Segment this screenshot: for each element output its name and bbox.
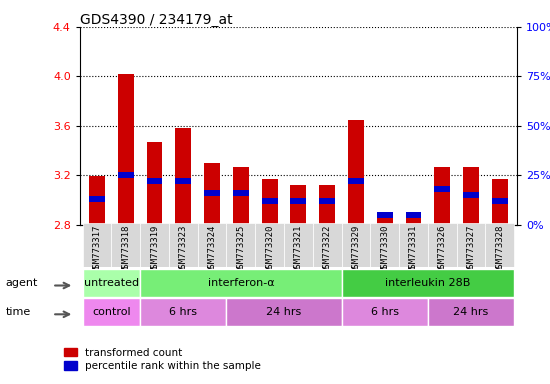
Bar bbox=[290, 198, 306, 204]
Text: 6 hrs: 6 hrs bbox=[169, 307, 197, 317]
Text: interferon-α: interferon-α bbox=[207, 278, 274, 288]
Bar bbox=[147, 142, 162, 225]
Text: GSM773321: GSM773321 bbox=[294, 225, 303, 273]
Bar bbox=[89, 196, 105, 202]
Bar bbox=[342, 270, 514, 297]
Bar bbox=[348, 178, 364, 184]
Bar bbox=[82, 270, 140, 297]
Legend: transformed count, percentile rank within the sample: transformed count, percentile rank withi… bbox=[60, 344, 265, 375]
Text: GSM773329: GSM773329 bbox=[351, 225, 360, 273]
Bar bbox=[434, 167, 450, 225]
Bar bbox=[175, 128, 191, 225]
Bar bbox=[428, 298, 514, 326]
Bar bbox=[89, 176, 105, 225]
Bar bbox=[233, 190, 249, 196]
Bar bbox=[112, 223, 140, 267]
Text: untreated: untreated bbox=[84, 278, 139, 288]
Text: 24 hrs: 24 hrs bbox=[453, 307, 488, 317]
Bar bbox=[284, 223, 313, 267]
Bar bbox=[290, 185, 306, 225]
Bar bbox=[169, 223, 197, 267]
Bar bbox=[262, 198, 278, 204]
Bar bbox=[342, 223, 370, 267]
Bar bbox=[313, 223, 342, 267]
Text: GSM773317: GSM773317 bbox=[92, 225, 102, 273]
Text: GSM773318: GSM773318 bbox=[122, 225, 130, 273]
Bar bbox=[485, 223, 514, 267]
Bar bbox=[82, 298, 140, 326]
Bar bbox=[140, 270, 342, 297]
Bar bbox=[428, 223, 456, 267]
Text: GSM773319: GSM773319 bbox=[150, 225, 159, 273]
Bar bbox=[227, 298, 342, 326]
Bar bbox=[463, 167, 479, 225]
Text: control: control bbox=[92, 307, 131, 317]
Text: GSM773328: GSM773328 bbox=[495, 225, 504, 273]
Bar bbox=[319, 198, 335, 204]
Bar bbox=[319, 185, 335, 225]
Bar bbox=[118, 74, 134, 225]
Text: agent: agent bbox=[6, 278, 38, 288]
Bar bbox=[175, 178, 191, 184]
Bar bbox=[463, 192, 479, 198]
Bar bbox=[82, 223, 112, 267]
Bar bbox=[492, 198, 508, 204]
Bar bbox=[434, 186, 450, 192]
Bar bbox=[118, 172, 134, 178]
Bar bbox=[377, 215, 393, 225]
Bar bbox=[399, 223, 428, 267]
Bar bbox=[204, 163, 220, 225]
Text: GSM773327: GSM773327 bbox=[466, 225, 475, 273]
Bar bbox=[456, 223, 485, 267]
Bar bbox=[405, 215, 421, 225]
Bar bbox=[255, 223, 284, 267]
Bar bbox=[370, 223, 399, 267]
Text: GSM773331: GSM773331 bbox=[409, 225, 418, 273]
Text: 6 hrs: 6 hrs bbox=[371, 307, 399, 317]
Bar bbox=[377, 212, 393, 218]
Text: time: time bbox=[6, 307, 31, 317]
Text: GSM773322: GSM773322 bbox=[323, 225, 332, 273]
Text: GSM773330: GSM773330 bbox=[380, 225, 389, 273]
Text: interleukin 28B: interleukin 28B bbox=[385, 278, 470, 288]
Bar bbox=[140, 223, 169, 267]
Text: GSM773325: GSM773325 bbox=[236, 225, 245, 273]
Bar bbox=[492, 179, 508, 225]
Bar bbox=[262, 179, 278, 225]
Bar bbox=[233, 167, 249, 225]
Bar bbox=[227, 223, 255, 267]
Bar bbox=[147, 178, 162, 184]
Text: GSM773323: GSM773323 bbox=[179, 225, 188, 273]
Bar bbox=[197, 223, 227, 267]
Bar bbox=[348, 119, 364, 225]
Bar bbox=[140, 298, 227, 326]
Text: GSM773326: GSM773326 bbox=[438, 225, 447, 273]
Text: GSM773324: GSM773324 bbox=[207, 225, 217, 273]
Text: 24 hrs: 24 hrs bbox=[266, 307, 301, 317]
Bar bbox=[204, 190, 220, 196]
Text: GSM773320: GSM773320 bbox=[265, 225, 274, 273]
Text: GDS4390 / 234179_at: GDS4390 / 234179_at bbox=[80, 13, 232, 27]
Bar bbox=[342, 298, 428, 326]
Bar bbox=[405, 212, 421, 218]
